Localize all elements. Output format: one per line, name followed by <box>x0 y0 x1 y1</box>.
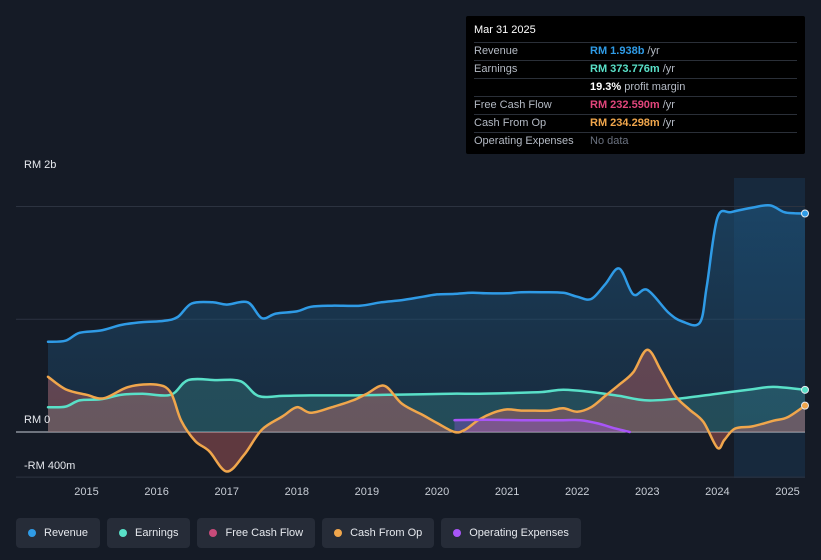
series-lines <box>46 203 807 473</box>
x-axis-ticks: 2015 2016 2017 2018 2019 2020 2021 2022 2023 2024… <box>74 486 799 498</box>
tooltip-row-value: RM 232.590m <box>590 99 660 111</box>
tooltip-date: Mar 31 2025 <box>474 24 536 36</box>
legend: Revenue Earnings Free Cash Flow Cash From O… <box>16 518 581 548</box>
tooltip-row-label: Revenue <box>474 45 519 57</box>
tooltip-row-value: No data <box>590 135 629 147</box>
tooltip-row-value: RM 373.776m <box>590 63 660 75</box>
tooltip-row: Operating Expenses No data <box>474 132 797 150</box>
cash-from-op-area <box>48 349 805 472</box>
tooltip-row-label <box>474 79 590 96</box>
x-tick-label: 2018 <box>285 486 309 498</box>
tooltip-row-value: RM 234.298m <box>590 117 660 129</box>
legend-label: Cash From Op <box>350 527 423 539</box>
series-end-markers <box>801 209 809 410</box>
cash-from-op-line <box>46 348 807 473</box>
x-tick-label: 2024 <box>705 486 729 498</box>
x-tick-label: 2016 <box>144 486 168 498</box>
free-cash-flow-area <box>48 349 805 472</box>
operating-expenses-area <box>454 419 630 432</box>
legend-dot-icon <box>28 529 36 537</box>
tooltip-row-label: Free Cash Flow <box>474 99 552 111</box>
legend-label: Revenue <box>44 527 89 539</box>
tooltip-row: Earnings RM 373.776m/yr <box>474 60 797 78</box>
legend-item-cash-from-op[interactable]: Cash From Op <box>322 518 435 548</box>
legend-dot-icon <box>209 529 218 537</box>
tooltip-row-unit: /yr <box>662 63 675 75</box>
x-tick-label: 2025 <box>775 486 799 498</box>
operating-expenses-line <box>453 418 632 434</box>
tooltip-row-unit: /yr <box>647 45 660 57</box>
legend-label: Operating Expenses <box>469 527 569 539</box>
tooltip-row-unit: profit margin <box>624 81 686 93</box>
legend-dot-icon <box>334 529 343 537</box>
legend-dot-icon <box>453 529 462 537</box>
x-tick-label: 2021 <box>495 486 519 498</box>
legend-label: Earnings <box>135 527 179 539</box>
earnings-area <box>48 378 805 432</box>
legend-dot-icon <box>119 529 128 537</box>
legend-item-free-cash-flow[interactable]: Free Cash Flow <box>197 518 316 548</box>
revenue-end-marker <box>801 209 809 218</box>
x-tick-label: 2017 <box>214 486 238 498</box>
tooltip-row-value: RM 1.938b <box>590 45 645 57</box>
legend-item-earnings[interactable]: Earnings <box>107 518 191 548</box>
earnings-line <box>46 377 807 409</box>
tooltip-row: Cash From Op RM 234.298m/yr <box>474 114 797 132</box>
x-tick-label: 2020 <box>425 486 449 498</box>
revenue-area <box>48 205 805 432</box>
tooltip-row-unit: /yr <box>662 99 675 111</box>
legend-item-revenue[interactable]: Revenue <box>16 518 101 548</box>
x-tick-label: 2023 <box>635 486 659 498</box>
series-areas <box>48 205 805 472</box>
revenue-line <box>46 203 807 344</box>
x-tick-label: 2022 <box>565 486 589 498</box>
x-tick-label: 2019 <box>355 486 379 498</box>
earnings-end-marker <box>801 385 809 394</box>
tooltip-row-value: 19.3% <box>590 81 622 93</box>
tooltip-row: Revenue RM 1.938b/yr <box>474 42 797 60</box>
legend-label: Free Cash Flow <box>225 527 304 539</box>
tooltip-row: Free Cash Flow RM 232.590m/yr <box>474 96 797 114</box>
tooltip-panel: Mar 31 2025 Revenue RM 1.938b/yr Earnings R… <box>466 16 805 154</box>
legend-item-operating-expenses[interactable]: Operating Expenses <box>441 518 581 548</box>
tooltip-row-label: Operating Expenses <box>474 135 574 147</box>
tooltip-row-label: Cash From Op <box>474 117 547 129</box>
y-label-top: RM 2b <box>24 159 57 171</box>
tooltip-row-unit: /yr <box>662 117 675 129</box>
x-tick-label: 2015 <box>74 486 98 498</box>
tooltip-row: 19.3% profit margin <box>474 78 797 96</box>
cash-from-op-end-marker <box>801 401 809 410</box>
y-label-zero: RM 0 <box>24 414 51 426</box>
tooltip-row-label: Earnings <box>474 63 518 75</box>
y-label-bottom: -RM 400m <box>24 460 76 472</box>
